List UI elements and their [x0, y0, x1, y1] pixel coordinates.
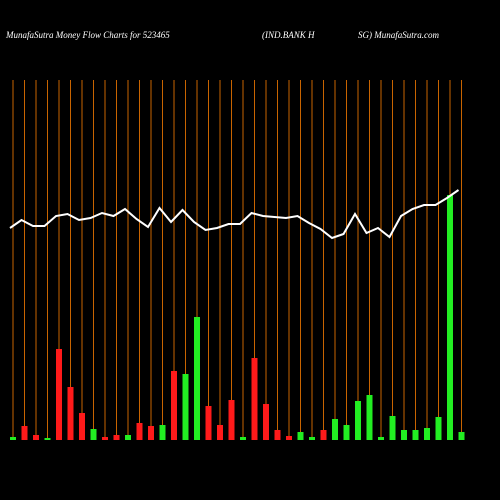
bar: [21, 426, 28, 440]
bar: [33, 435, 39, 440]
bar: [435, 417, 442, 440]
chart-subtitle: (IND.BANK H: [262, 30, 315, 40]
bar: [458, 432, 465, 440]
bar: [355, 401, 361, 440]
bar: [90, 429, 97, 440]
bar: [10, 437, 16, 440]
bar: [378, 437, 384, 440]
bar: [148, 426, 154, 440]
bar: [125, 435, 131, 440]
price-line: [9, 189, 460, 240]
bar: [366, 395, 373, 440]
bar: [297, 432, 304, 440]
bar: [332, 419, 338, 440]
bar: [424, 428, 430, 440]
bar: [274, 430, 281, 440]
bar: [320, 430, 327, 440]
bar: [389, 416, 396, 440]
bar: [412, 430, 419, 440]
bar: [182, 374, 189, 440]
bar: [251, 358, 258, 440]
bar: [67, 387, 74, 440]
chart-title: MunafaSutra Money Flow Charts for 523465: [5, 30, 170, 40]
bar: [102, 437, 108, 440]
bar: [263, 404, 269, 440]
bar: [286, 436, 292, 440]
bar: [309, 437, 315, 440]
bar: [194, 317, 200, 440]
bar: [228, 400, 235, 440]
bar: [56, 349, 62, 440]
bar: [113, 435, 120, 440]
bar: [447, 195, 453, 440]
bar: [343, 425, 350, 440]
bar: [171, 371, 177, 440]
bar: [217, 425, 223, 440]
bar: [159, 425, 166, 440]
bar: [205, 406, 212, 440]
bar: [240, 437, 246, 440]
bar: [136, 423, 143, 440]
bar: [401, 430, 407, 440]
bar: [44, 438, 51, 440]
bar: [79, 413, 85, 440]
chart-subtitle: SG) MunafaSutra.com: [358, 30, 439, 40]
